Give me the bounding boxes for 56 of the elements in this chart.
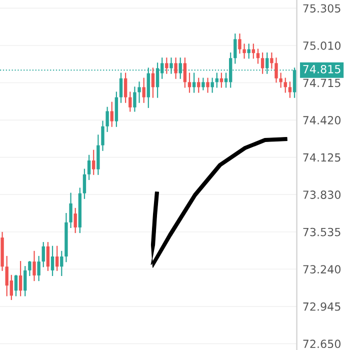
candlestick	[46, 242, 50, 271]
y-tick-label: 75.010	[303, 41, 340, 50]
y-tick-label: 73.240	[303, 265, 340, 274]
candlestick	[28, 260, 32, 276]
candlestick	[82, 168, 86, 199]
candlestick	[183, 58, 187, 88]
candlestick	[234, 34, 237, 64]
candlestick	[210, 78, 214, 93]
candlestick	[242, 44, 246, 59]
candlestick	[188, 72, 192, 93]
candlestick	[206, 78, 210, 93]
candlestick	[74, 208, 77, 234]
candlestick	[174, 58, 178, 79]
candlestick	[106, 106, 109, 132]
candlestick	[288, 82, 292, 98]
candlestick	[165, 58, 168, 74]
candlestick	[55, 246, 59, 271]
candlestick	[50, 246, 54, 276]
candlestick	[256, 48, 260, 64]
y-tick-label: 73.830	[303, 190, 340, 199]
candlestick	[24, 266, 27, 296]
candlestick	[133, 86, 136, 112]
candlestick	[274, 58, 278, 83]
candlestick	[37, 256, 40, 282]
candlestick	[197, 78, 200, 93]
candlestick	[60, 250, 64, 276]
y-tick-label: 74.125	[303, 153, 340, 162]
y-tick-label: 74.420	[303, 116, 340, 124]
y-tick-label: 75.305	[303, 4, 340, 13]
candlestick	[279, 72, 282, 88]
candlestick	[142, 78, 146, 103]
candlestick	[101, 120, 104, 151]
candlestick	[151, 68, 155, 98]
candlestick	[138, 82, 141, 103]
y-tick-label: 73.535	[303, 228, 340, 236]
candlestick	[119, 72, 123, 103]
candlestick	[284, 78, 287, 93]
candlestick	[124, 72, 128, 103]
candlestick	[18, 260, 22, 296]
candlestick	[202, 78, 205, 90]
candlestick	[192, 72, 196, 93]
candlestick	[14, 274, 18, 296]
y-tick-label: 74.715	[303, 78, 340, 88]
candlestick	[69, 192, 72, 228]
candlestick	[270, 52, 274, 69]
candlestick	[42, 242, 45, 268]
candlestick	[110, 102, 114, 127]
candlestick	[87, 154, 91, 180]
candlestick	[32, 250, 36, 282]
candlestick	[92, 150, 96, 175]
ref-line-label: 74.815	[303, 64, 340, 74]
candlestick	[128, 92, 132, 112]
candlestick	[260, 52, 264, 74]
candlestick	[238, 34, 242, 54]
y-tick-label: 72.650	[303, 340, 340, 348]
y-tick-label: 72.945	[303, 302, 340, 311]
